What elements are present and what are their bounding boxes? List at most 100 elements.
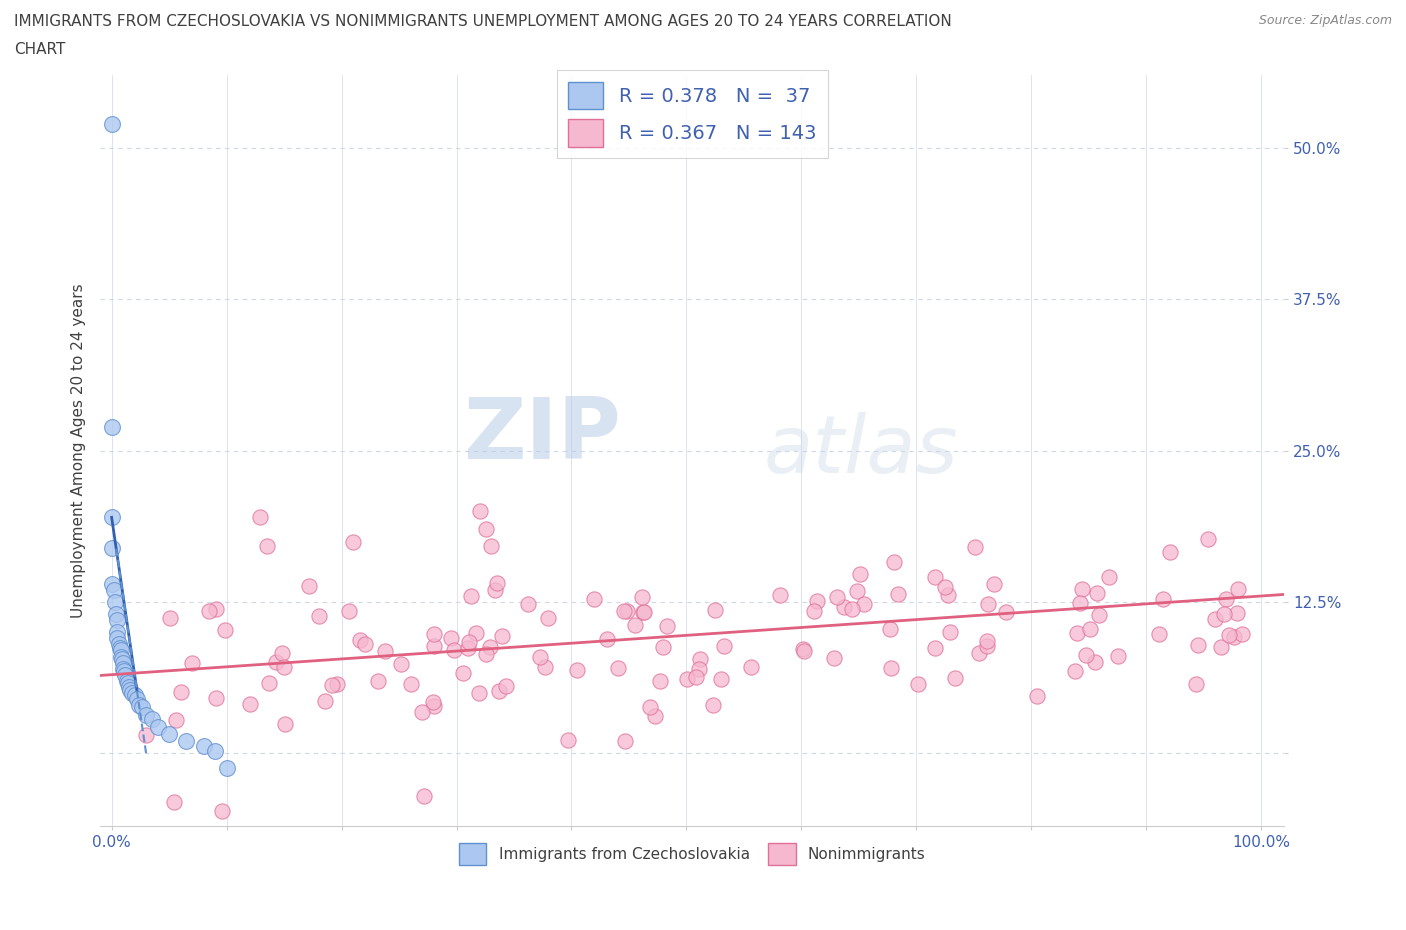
Point xyxy=(967,645,990,660)
Point xyxy=(1069,595,1091,610)
Point xyxy=(125,692,148,707)
Point xyxy=(198,604,221,618)
Point xyxy=(141,712,163,727)
Point xyxy=(413,789,436,804)
Point xyxy=(529,649,551,664)
Point xyxy=(567,663,589,678)
Point xyxy=(373,644,395,658)
Point xyxy=(264,655,287,670)
Point xyxy=(204,743,226,758)
Point xyxy=(165,712,187,727)
Point xyxy=(146,719,169,734)
Point xyxy=(823,650,845,665)
Point xyxy=(135,727,157,742)
Point xyxy=(596,631,619,646)
Point xyxy=(1078,621,1101,636)
Point xyxy=(943,671,966,685)
Point xyxy=(100,116,122,131)
Point xyxy=(825,590,848,604)
Point xyxy=(939,625,962,640)
Point xyxy=(121,685,143,700)
Point xyxy=(689,652,711,667)
Point xyxy=(841,602,863,617)
Point xyxy=(110,643,132,658)
Point xyxy=(963,539,986,554)
Point xyxy=(342,534,364,549)
Point xyxy=(1152,592,1174,607)
Point xyxy=(1218,628,1240,643)
Point xyxy=(458,635,481,650)
Point xyxy=(314,694,336,709)
Point xyxy=(624,618,647,633)
Point xyxy=(983,577,1005,591)
Point xyxy=(517,597,540,612)
Point xyxy=(638,700,661,715)
Point xyxy=(298,578,321,593)
Point xyxy=(614,734,637,749)
Point xyxy=(1184,676,1206,691)
Point xyxy=(159,610,181,625)
Point xyxy=(534,659,557,674)
Point xyxy=(685,670,707,684)
Point xyxy=(422,695,444,710)
Point xyxy=(1098,569,1121,584)
Point xyxy=(631,605,654,620)
Point xyxy=(1071,581,1094,596)
Point xyxy=(703,603,725,618)
Point xyxy=(1025,688,1047,703)
Point xyxy=(710,671,733,686)
Point xyxy=(977,596,1000,611)
Point xyxy=(1226,605,1249,620)
Point xyxy=(936,588,959,603)
Text: CHART: CHART xyxy=(14,42,66,57)
Point xyxy=(1215,592,1237,607)
Point xyxy=(308,609,330,624)
Point xyxy=(475,522,498,537)
Point xyxy=(924,641,946,656)
Point xyxy=(488,684,510,698)
Point xyxy=(1083,655,1105,670)
Point xyxy=(1088,608,1111,623)
Point xyxy=(995,604,1018,619)
Point xyxy=(806,593,828,608)
Point xyxy=(976,633,998,648)
Point xyxy=(321,678,343,693)
Point xyxy=(1066,625,1088,640)
Point xyxy=(107,637,129,652)
Point xyxy=(204,601,226,616)
Point xyxy=(1076,647,1098,662)
Point xyxy=(205,690,228,705)
Point xyxy=(934,579,956,594)
Point xyxy=(1107,648,1129,663)
Point xyxy=(169,684,191,699)
Point xyxy=(1085,586,1108,601)
Point xyxy=(439,631,461,645)
Point xyxy=(652,640,675,655)
Point xyxy=(845,584,868,599)
Point xyxy=(1198,531,1220,546)
Point xyxy=(256,538,278,553)
Point xyxy=(606,661,628,676)
Point xyxy=(485,576,508,591)
Point xyxy=(1223,630,1246,644)
Point xyxy=(613,604,636,618)
Point xyxy=(100,510,122,525)
Point xyxy=(118,683,141,698)
Point xyxy=(1230,626,1253,641)
Point xyxy=(1064,663,1087,678)
Point xyxy=(1227,581,1250,596)
Point xyxy=(193,738,215,753)
Point xyxy=(887,587,910,602)
Point xyxy=(457,641,479,656)
Point xyxy=(100,577,122,591)
Point xyxy=(713,639,735,654)
Point xyxy=(769,587,792,602)
Point xyxy=(1187,638,1209,653)
Point xyxy=(422,627,444,642)
Point xyxy=(879,621,901,636)
Point xyxy=(100,540,122,555)
Point xyxy=(1204,612,1226,627)
Point xyxy=(443,643,465,658)
Point xyxy=(423,638,446,653)
Point xyxy=(105,613,128,628)
